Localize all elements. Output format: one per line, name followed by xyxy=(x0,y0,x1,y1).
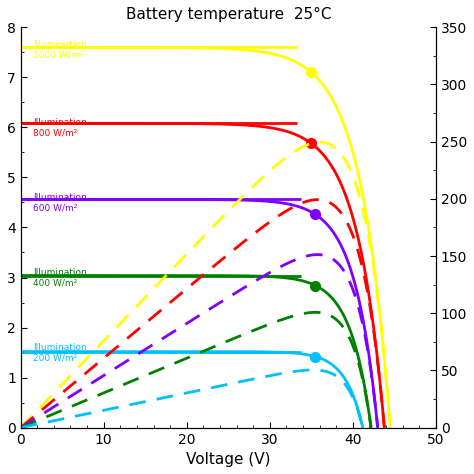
Title: Battery temperature  25°C: Battery temperature 25°C xyxy=(126,7,331,22)
X-axis label: Voltage (V): Voltage (V) xyxy=(186,452,271,467)
Text: Illumination
1000 W/m²: Illumination 1000 W/m² xyxy=(33,40,87,60)
Text: Illumination
600 W/m²: Illumination 600 W/m² xyxy=(33,193,87,212)
Text: Illumination
800 W/m²: Illumination 800 W/m² xyxy=(33,118,87,137)
Text: Illumination
200 W/m²: Illumination 200 W/m² xyxy=(33,343,87,362)
Text: Illumination
400 W/m²: Illumination 400 W/m² xyxy=(33,268,87,287)
